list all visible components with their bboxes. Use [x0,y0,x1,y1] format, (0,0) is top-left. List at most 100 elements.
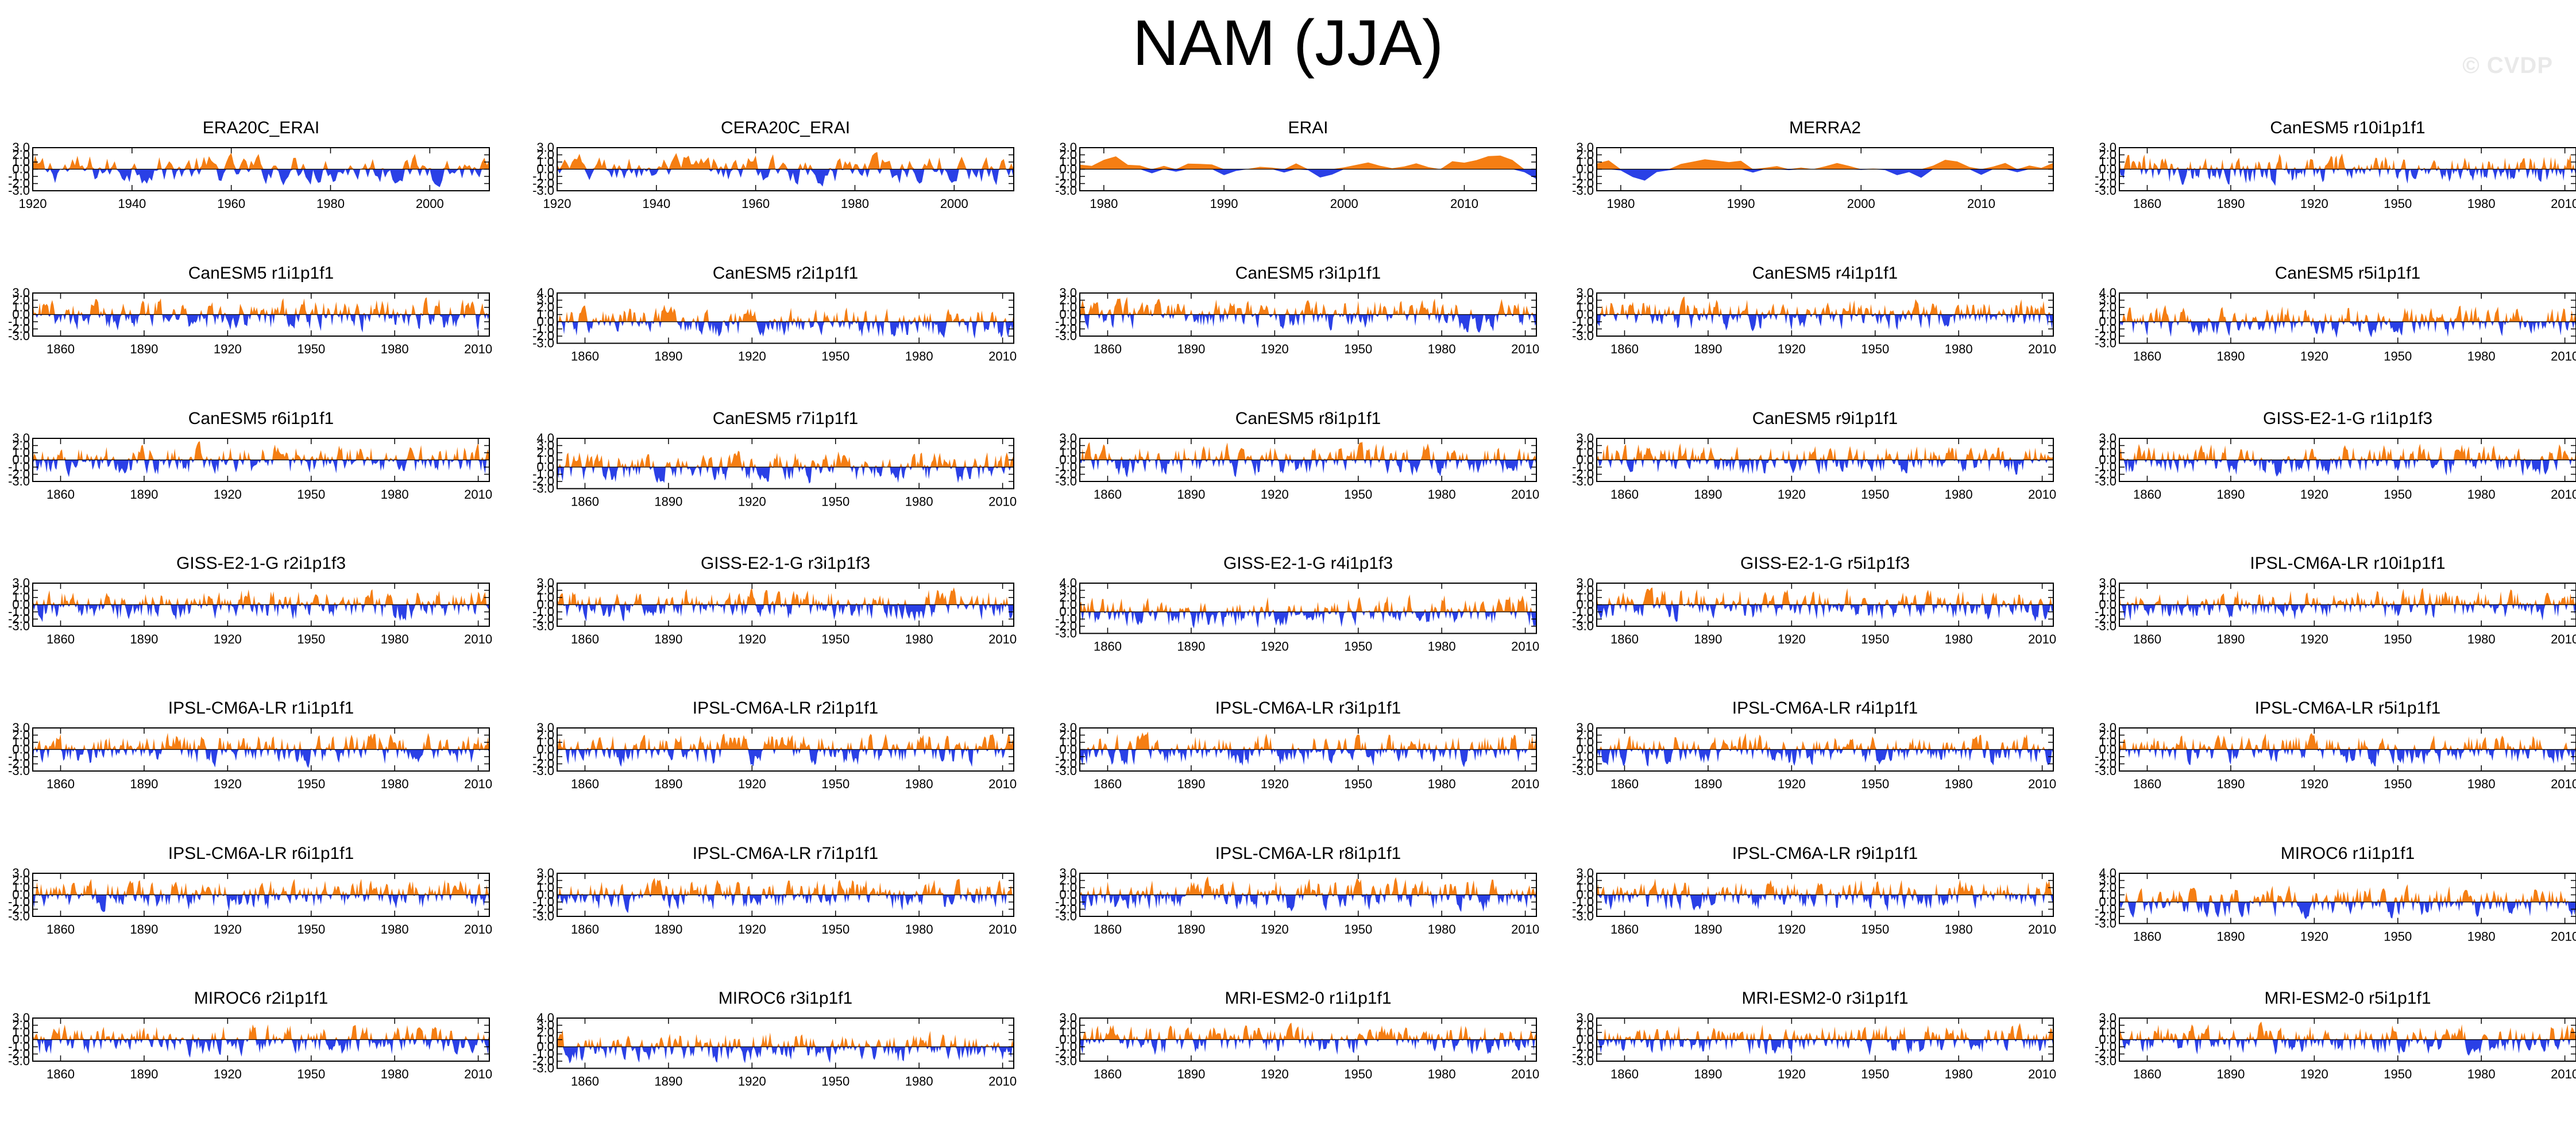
y-tick-label: 3.0 [12,720,30,735]
y-tick-label: -1.0 [8,460,30,474]
y-tick-label: 1.0 [2099,445,2117,460]
x-tick-label: 1980 [2467,930,2496,944]
x-tick-label: 1950 [2384,777,2412,791]
y-tick-label: -2.0 [8,176,30,191]
series-positive-area [33,1024,489,1040]
y-tick-label: 3.0 [1059,866,1077,880]
x-tick-label: 1860 [1611,922,1639,936]
y-tick-label: -1.0 [532,322,554,336]
y-tick-label: -1.0 [2095,169,2117,183]
x-tick-label: 1890 [1177,922,1205,936]
panel-4: MERRA2 3.02.01.00.0-1.0-2.0-3.0 1980 1990 20… [1572,118,2054,211]
y-tick-label: -1.0 [532,604,554,619]
x-tick-label: 1950 [2384,930,2412,944]
y-tick-label: 1.0 [12,735,30,749]
x-tick-label: 1860 [1611,1067,1639,1081]
series-positive-area [33,589,489,605]
panel-17: GISS-E2-1-G r3i1p1f3 3.02.01.00.0-1.0-2.0… [532,554,1017,646]
series-positive-area [557,734,1014,750]
x-tick-label: 1860 [2133,632,2161,646]
y-tick-label: 1.0 [2099,590,2117,604]
y-tick-label: -3.0 [532,481,554,496]
y-tick-label: 3.0 [12,431,30,445]
y-tick-label: 2.0 [2099,880,2117,895]
y-tick-label: -2.0 [2095,612,2117,626]
series-negative-area [557,169,1014,187]
series-positive-area [1597,878,2053,895]
x-tick-label: 2010 [2028,1067,2056,1081]
panel-title: MIROC6 r1i1p1f1 [2281,844,2415,863]
panel-title: IPSL-CM6A-LR r1i1p1f1 [168,699,354,718]
x-tick-label: 2010 [1967,196,1995,211]
panel-2: CERA20C_ERAI 3.02.01.00.0-1.0-2.0-3.01920… [532,118,1014,211]
y-tick-label: 1.0 [2099,1025,2117,1039]
y-tick-label: 3.0 [12,140,30,155]
y-tick-label: 3.0 [2099,293,2117,307]
series-positive-area [1080,876,1536,895]
y-tick-label: 0.0 [1576,162,1594,176]
series-positive-area [1597,733,2053,750]
y-tick-label: 2.0 [1059,293,1077,307]
panel-5: CanESM5 r10i1p1f1 3.02.01.00.0-1.0-2.0-3.… [2095,118,2576,211]
y-tick-label: 1.0 [1059,880,1077,895]
x-tick-label: 1890 [654,632,682,646]
x-tick-label: 1920 [2300,930,2328,944]
x-tick-label: 2010 [464,342,492,356]
x-tick-label: 1920 [2300,487,2328,502]
series-negative-area [1597,895,2053,912]
series-negative-area [557,467,1014,484]
y-tick-label: -3.0 [2095,619,2117,633]
y-tick-label: 0.0 [12,888,30,902]
x-tick-label: 1920 [214,632,242,646]
x-tick-label: 1950 [1861,1067,1889,1081]
x-tick-label: 1950 [2384,1067,2412,1081]
y-tick-label: 0.0 [536,460,554,474]
y-tick-label: 3.0 [536,140,554,155]
x-tick-label: 1980 [2467,196,2496,211]
y-tick-label: -3.0 [532,336,554,350]
y-tick-label: -2.0 [8,612,30,626]
x-tick-label: 1950 [1344,487,1372,502]
x-tick-label: 1890 [130,777,158,791]
panel-title: CanESM5 r10i1p1f1 [2270,118,2425,137]
y-tick-label: 2.0 [12,1018,30,1032]
y-tick-label: -2.0 [1572,757,1594,771]
series-positive-area [1080,296,1536,315]
y-tick-label: 2.0 [1059,1018,1077,1032]
x-tick-label: 1920 [738,922,766,936]
panel-title: CanESM5 r2i1p1f1 [713,264,858,283]
x-tick-label: 1980 [1428,777,1456,791]
x-tick-label: 1980 [905,349,933,364]
x-tick-label: 2010 [464,632,492,646]
x-tick-label: 1940 [118,196,146,211]
series-negative-area [557,895,1014,914]
series-negative-area [1597,169,2053,181]
panel-title: CanESM5 r5i1p1f1 [2275,264,2420,283]
series-negative-area [557,604,1014,622]
y-tick-label: -3.0 [1055,764,1077,778]
y-tick-label: 0.0 [1059,888,1077,902]
y-tick-label: -1.0 [1055,612,1077,626]
y-tick-label: 3.0 [12,1011,30,1025]
y-tick-label: -3.0 [1572,329,1594,343]
panel-8: CanESM5 r3i1p1f1 3.02.01.00.0-1.0-2.0-3.0… [1055,264,1539,356]
x-tick-label: 1950 [297,632,325,646]
x-tick-label: 2010 [2028,342,2056,356]
y-tick-label: 1.0 [1059,735,1077,749]
y-tick-label: 0.0 [12,742,30,757]
series-negative-area [33,169,489,187]
y-tick-label: -2.0 [1055,1047,1077,1061]
x-tick-label: 1980 [381,777,409,791]
x-tick-label: 1980 [841,196,869,211]
series-positive-area [1597,159,2053,169]
x-tick-label: 2010 [464,487,492,502]
y-tick-label: -2.0 [8,1047,30,1061]
x-tick-label: 1860 [571,349,599,364]
x-tick-label: 1980 [905,1074,933,1089]
panel-title: GISS-E2-1-G r3i1p1f3 [701,554,870,573]
plot-frame [557,292,1014,344]
x-tick-label: 1920 [1778,777,1806,791]
y-tick-label: -3.0 [8,909,30,923]
y-tick-label: -1.0 [1055,314,1077,329]
panel-19: GISS-E2-1-G r5i1p1f3 3.02.01.00.0-1.0-2.0… [1572,554,2056,646]
